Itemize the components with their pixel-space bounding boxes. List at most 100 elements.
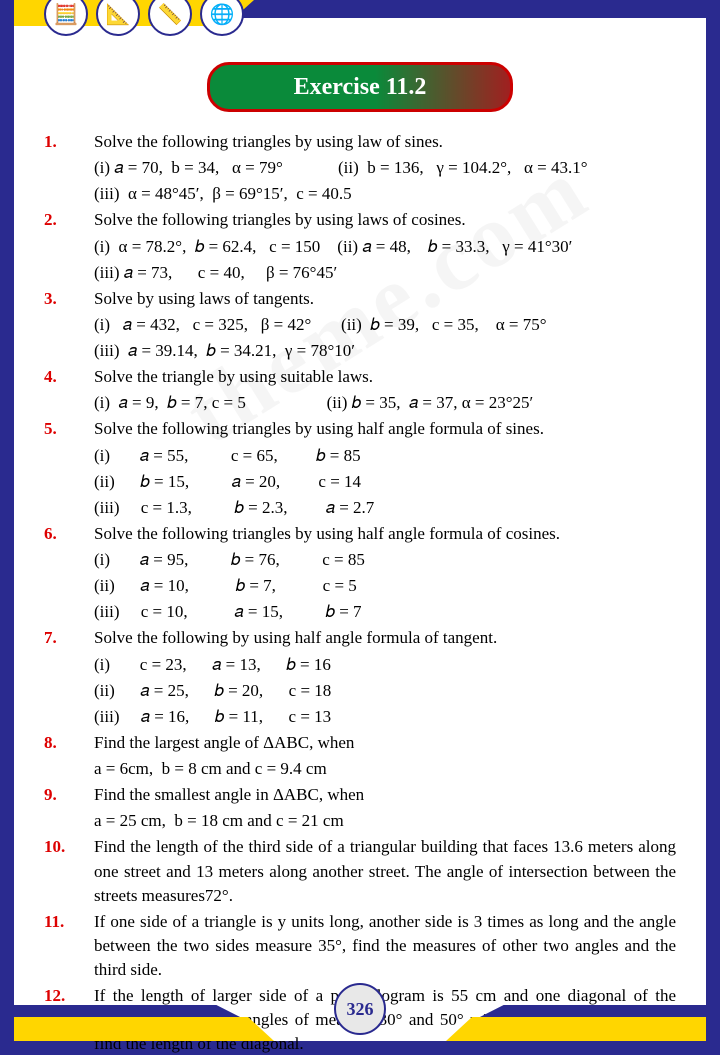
question-number [44,444,94,468]
question-row: (iii) 𝑎 = 73, c = 40, β = 76°45′ [44,261,676,285]
question-row: 9.Find the smallest angle in ΔABC, when [44,783,676,807]
question-text: a = 6cm, b = 8 cm and c = 9.4 cm [94,757,676,781]
question-text: (iii) 𝑎 = 16, 𝑏 = 11, c = 13 [94,705,676,729]
exercise-header: Exercise 11.2 [207,62,513,112]
question-number [44,339,94,363]
question-number: 6. [44,522,94,546]
question-number: 2. [44,208,94,232]
question-text: (iii) c = 10, 𝑎 = 15, 𝑏 = 7 [94,600,676,624]
page-number: 326 [334,983,386,1035]
question-text: a = 25 cm, b = 18 cm and c = 21 cm [94,809,676,833]
question-row: (i) 𝑎 = 95, 𝑏 = 76, c = 85 [44,548,676,572]
question-text: Find the largest angle of ΔABC, when [94,731,676,755]
question-number [44,653,94,677]
question-text: Solve the following triangles by using l… [94,130,676,154]
setsquare-icon: 📐 [96,0,140,36]
bottom-yellow-right [446,1017,706,1041]
question-text: Find the smallest angle in ΔABC, when [94,783,676,807]
question-text: Solve the following by using half angle … [94,626,676,650]
question-number [44,391,94,415]
question-number: 8. [44,731,94,755]
question-text: (i) α = 78.2°, 𝑏 = 62.4, c = 150 (ii) 𝑎 … [94,235,676,259]
question-text: (i) 𝑎 = 432, c = 325, β = 42° (ii) 𝑏 = 3… [94,313,676,337]
question-number: 1. [44,130,94,154]
question-number: 3. [44,287,94,311]
question-row: (iii) 𝑎 = 16, 𝑏 = 11, c = 13 [44,705,676,729]
question-row: (i) 𝑎 = 55, c = 65, 𝑏 = 85 [44,444,676,468]
question-text: (ii) 𝑎 = 25, 𝑏 = 20, c = 18 [94,679,676,703]
bottom-decoration: 326 [14,989,706,1041]
question-number [44,261,94,285]
question-number: 10. [44,835,94,907]
question-row: 2.Solve the following triangles by using… [44,208,676,232]
top-blue-bar [214,0,706,18]
question-row: (ii) 𝑎 = 10, 𝑏 = 7, c = 5 [44,574,676,598]
question-text: (ii) 𝑏 = 15, 𝑎 = 20, c = 14 [94,470,676,494]
question-text: (iii) 𝑎 = 39.14, 𝑏 = 34.21, γ = 78°10′ [94,339,676,363]
question-text: (ii) 𝑎 = 10, 𝑏 = 7, c = 5 [94,574,676,598]
question-text: Solve by using laws of tangents. [94,287,676,311]
calculator-icon: 🧮 [44,0,88,36]
question-row: 6.Solve the following triangles by using… [44,522,676,546]
question-row: (ii) 𝑏 = 15, 𝑎 = 20, c = 14 [44,470,676,494]
question-row: (iii) 𝑎 = 39.14, 𝑏 = 34.21, γ = 78°10′ [44,339,676,363]
question-row: 3.Solve by using laws of tangents. [44,287,676,311]
question-list: 1.Solve the following triangles by using… [44,130,676,1055]
question-row: (i) 𝑎 = 432, c = 325, β = 42° (ii) 𝑏 = 3… [44,313,676,337]
question-number: 9. [44,783,94,807]
question-number: 4. [44,365,94,389]
question-number: 5. [44,417,94,441]
question-row: a = 6cm, b = 8 cm and c = 9.4 cm [44,757,676,781]
question-number [44,705,94,729]
question-row: 11.If one side of a triangle is y units … [44,910,676,982]
question-text: If one side of a triangle is y units lon… [94,910,676,982]
top-decoration: 🧮 📐 📏 🌐 [14,0,706,50]
question-text: Solve the following triangles by using l… [94,208,676,232]
question-number [44,496,94,520]
question-text: Solve the triangle by using suitable law… [94,365,676,389]
globe-icon: 🌐 [200,0,244,36]
question-number [44,313,94,337]
question-number [44,574,94,598]
question-text: Solve the following triangles by using h… [94,522,676,546]
content: theme.com 1.Solve the following triangle… [0,130,720,1055]
question-text: (i) 𝑎 = 9, 𝑏 = 7, c = 5 (ii) 𝑏 = 35, 𝑎 =… [94,391,676,415]
question-row: 7.Solve the following by using half angl… [44,626,676,650]
question-row: (iii) α = 48°45′, β = 69°15′, c = 40.5 [44,182,676,206]
question-text: (iii) α = 48°45′, β = 69°15′, c = 40.5 [94,182,676,206]
question-row: 4.Solve the triangle by using suitable l… [44,365,676,389]
question-text: (iii) c = 1.3, 𝑏 = 2.3, 𝑎 = 2.7 [94,496,676,520]
question-row: (iii) c = 10, 𝑎 = 15, 𝑏 = 7 [44,600,676,624]
question-number: 11. [44,910,94,982]
bottom-blue-right [476,1005,706,1019]
question-text: Solve the following triangles by using h… [94,417,676,441]
question-row: (i) c = 23, 𝑎 = 13, 𝑏 = 16 [44,653,676,677]
question-row: (i) 𝑎 = 9, 𝑏 = 7, c = 5 (ii) 𝑏 = 35, 𝑎 =… [44,391,676,415]
question-text: (i) 𝑎 = 70, b = 34, α = 79° (ii) b = 136… [94,156,676,180]
compass-icon: 📏 [148,0,192,36]
question-number [44,809,94,833]
question-row: 10.Find the length of the third side of … [44,835,676,907]
question-number [44,470,94,494]
question-row: (i) α = 78.2°, 𝑏 = 62.4, c = 150 (ii) 𝑎 … [44,235,676,259]
page: 🧮 📐 📏 🌐 Exercise 11.2 theme.com 1.Solve … [0,0,720,1055]
question-text: (i) 𝑎 = 55, c = 65, 𝑏 = 85 [94,444,676,468]
question-text: (iii) 𝑎 = 73, c = 40, β = 76°45′ [94,261,676,285]
question-row: (i) 𝑎 = 70, b = 34, α = 79° (ii) b = 136… [44,156,676,180]
question-row: 1.Solve the following triangles by using… [44,130,676,154]
question-text: Find the length of the third side of a t… [94,835,676,907]
question-number [44,182,94,206]
question-row: 8.Find the largest angle of ΔABC, when [44,731,676,755]
tool-icons: 🧮 📐 📏 🌐 [44,0,244,36]
question-number [44,235,94,259]
question-row: a = 25 cm, b = 18 cm and c = 21 cm [44,809,676,833]
question-number [44,679,94,703]
question-row: (ii) 𝑎 = 25, 𝑏 = 20, c = 18 [44,679,676,703]
question-number: 7. [44,626,94,650]
bottom-blue-left [14,1005,244,1019]
question-number [44,600,94,624]
question-row: (iii) c = 1.3, 𝑏 = 2.3, 𝑎 = 2.7 [44,496,676,520]
bottom-yellow-left [14,1017,274,1041]
question-number [44,156,94,180]
question-number [44,757,94,781]
